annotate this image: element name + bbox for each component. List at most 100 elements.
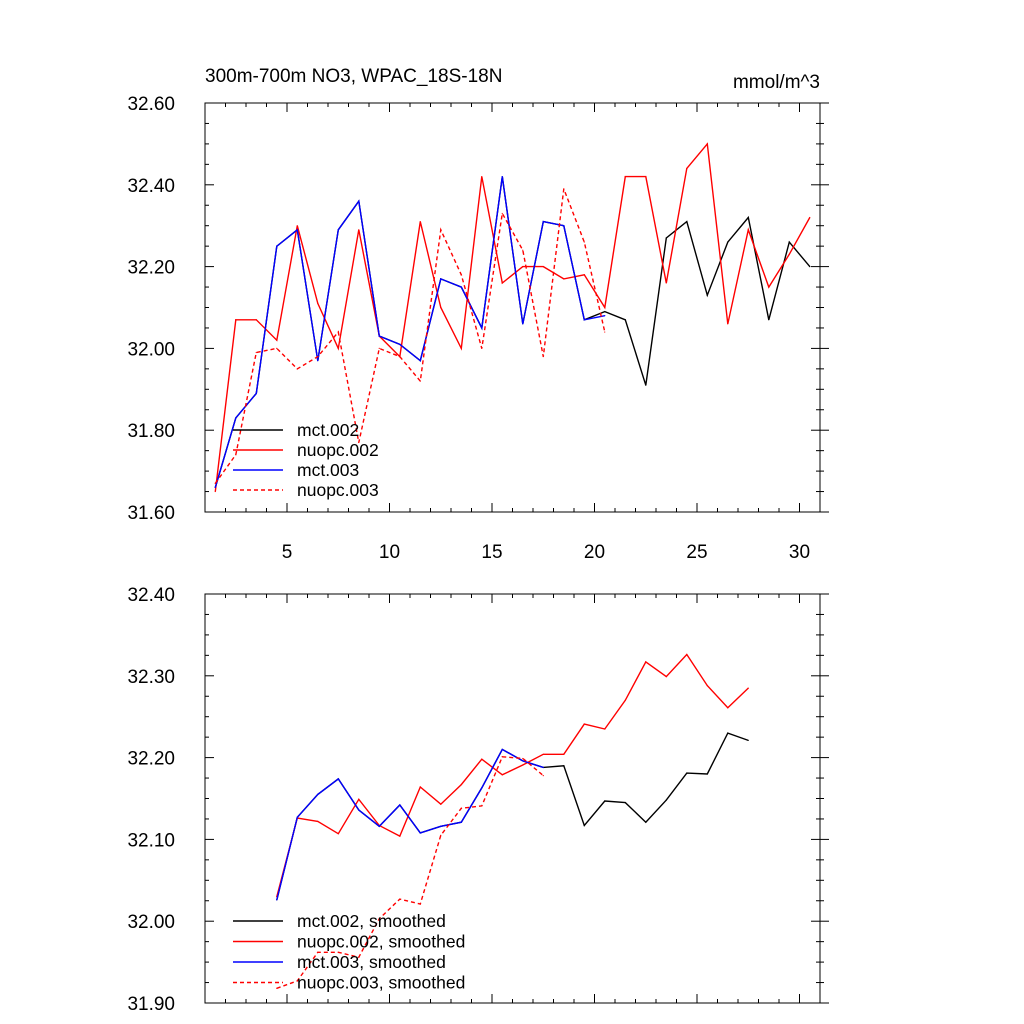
data-point-nuopc-003-smoothed	[481, 805, 483, 807]
data-point-nuopc-002	[460, 347, 462, 349]
data-point-mct-003-smoothed	[276, 899, 278, 901]
data-point-mct-002	[686, 221, 688, 223]
data-point-nuopc-002	[788, 253, 790, 255]
x-tick-label: 15	[481, 542, 502, 563]
legend-label: nuopc.002	[297, 440, 379, 460]
data-point-nuopc-002-smoothed	[337, 833, 339, 835]
data-point-nuopc-002-smoothed	[542, 753, 544, 755]
data-point-nuopc-003	[501, 212, 503, 215]
data-point-mct-003	[214, 486, 216, 489]
data-point-mct-003	[563, 225, 565, 227]
data-point-mct-003-smoothed	[542, 766, 544, 769]
data-point-nuopc-003	[399, 355, 401, 358]
data-point-mct-003	[296, 229, 298, 231]
series-line-nuopc-003	[214, 188, 606, 484]
data-point-mct-003-smoothed	[522, 760, 524, 762]
data-point-nuopc-002	[522, 266, 524, 268]
data-point-nuopc-002	[809, 216, 811, 219]
data-point-nuopc-002-smoothed	[481, 758, 483, 760]
data-point-nuopc-003	[255, 351, 257, 354]
data-point-nuopc-003	[481, 347, 483, 349]
data-point-mct-003	[542, 221, 544, 223]
data-point-mct-002-smoothed	[645, 821, 647, 823]
data-point-mct-003	[583, 319, 585, 321]
x-tick-label: 5	[282, 542, 293, 563]
data-point-nuopc-003	[235, 454, 237, 456]
data-point-nuopc-003	[419, 380, 421, 382]
data-point-nuopc-002	[768, 286, 770, 288]
x-tick-label: 10	[379, 542, 400, 563]
data-point-mct-002	[604, 310, 606, 313]
data-point-mct-003	[378, 335, 380, 337]
data-point-nuopc-003-smoothed	[296, 980, 298, 982]
data-point-nuopc-003	[460, 274, 462, 276]
y-tick-label: 31.60	[127, 503, 175, 524]
data-point-nuopc-002	[665, 282, 667, 284]
data-point-nuopc-002	[624, 176, 626, 178]
data-point-nuopc-002	[727, 323, 729, 325]
data-point-mct-003-smoothed	[358, 809, 360, 811]
units-label: mmol/m^3	[733, 72, 820, 93]
data-point-mct-002	[768, 319, 770, 321]
data-point-nuopc-002	[235, 319, 237, 321]
chart-panel-1: 5 10 15 20 25 30 31.60 31.80 32.00 32.20 32.40 32.6…	[127, 66, 829, 563]
data-point-mct-002	[624, 319, 626, 321]
data-point-nuopc-003-smoothed	[358, 956, 360, 958]
data-point-nuopc-002-smoothed	[317, 820, 319, 823]
data-point-nuopc-002	[583, 274, 585, 276]
data-point-nuopc-002	[337, 347, 339, 349]
data-point-mct-002-smoothed	[665, 799, 667, 801]
data-point-mct-002-smoothed	[624, 801, 626, 804]
data-point-nuopc-003	[583, 241, 585, 243]
y-tick-label: 32.10	[127, 830, 175, 851]
data-point-mct-003	[501, 176, 503, 178]
data-point-nuopc-002-smoothed	[399, 835, 401, 837]
data-point-nuopc-002	[686, 167, 688, 170]
data-point-mct-002-smoothed	[583, 824, 585, 827]
data-point-mct-003-smoothed	[460, 821, 462, 823]
data-point-mct-003	[317, 360, 319, 362]
y-tick-label: 32.40	[127, 585, 175, 606]
data-point-mct-002	[727, 241, 729, 243]
x-tick-label: 25	[686, 542, 707, 563]
data-point-nuopc-003-smoothed	[419, 903, 421, 905]
data-point-mct-002-smoothed	[686, 772, 688, 774]
data-point-nuopc-003-smoothed	[317, 951, 319, 953]
data-point-nuopc-002-smoothed	[665, 676, 667, 678]
data-point-nuopc-002	[317, 302, 319, 305]
data-point-nuopc-002-smoothed	[727, 707, 729, 709]
data-point-mct-003	[255, 392, 257, 394]
data-point-nuopc-002	[276, 339, 278, 341]
data-point-mct-003	[358, 200, 360, 202]
data-point-nuopc-003	[276, 347, 278, 349]
data-point-nuopc-002	[604, 306, 606, 309]
data-point-mct-003	[522, 323, 524, 325]
data-point-mct-002-smoothed	[604, 800, 606, 802]
data-point-nuopc-002	[255, 319, 257, 321]
y-tick-label: 32.00	[127, 912, 175, 933]
data-point-nuopc-002-smoothed	[358, 798, 360, 800]
series-line-mct-003	[214, 176, 605, 488]
data-point-nuopc-002-smoothed	[583, 723, 585, 725]
y-tick-label: 32.00	[127, 339, 175, 360]
series-line-nuopc-002-smoothed	[276, 653, 749, 897]
data-point-mct-002-smoothed	[727, 732, 729, 734]
data-point-nuopc-002	[419, 221, 421, 223]
y-tick-label: 32.60	[127, 94, 175, 115]
data-point-nuopc-003	[378, 347, 380, 349]
data-point-nuopc-003-smoothed	[522, 757, 524, 760]
data-point-nuopc-002	[481, 176, 483, 178]
data-point-nuopc-002	[440, 306, 442, 309]
y-tick-label: 32.40	[127, 176, 175, 197]
data-point-mct-003	[460, 286, 462, 288]
data-point-nuopc-002	[542, 266, 544, 268]
data-point-nuopc-003	[358, 441, 360, 444]
y-tick-label: 32.20	[127, 749, 175, 770]
data-point-nuopc-003-smoothed	[276, 987, 278, 989]
data-point-nuopc-003	[542, 355, 544, 358]
data-point-nuopc-002	[358, 229, 360, 231]
data-point-nuopc-003-smoothed	[399, 898, 401, 900]
data-point-nuopc-002-smoothed	[645, 661, 647, 663]
